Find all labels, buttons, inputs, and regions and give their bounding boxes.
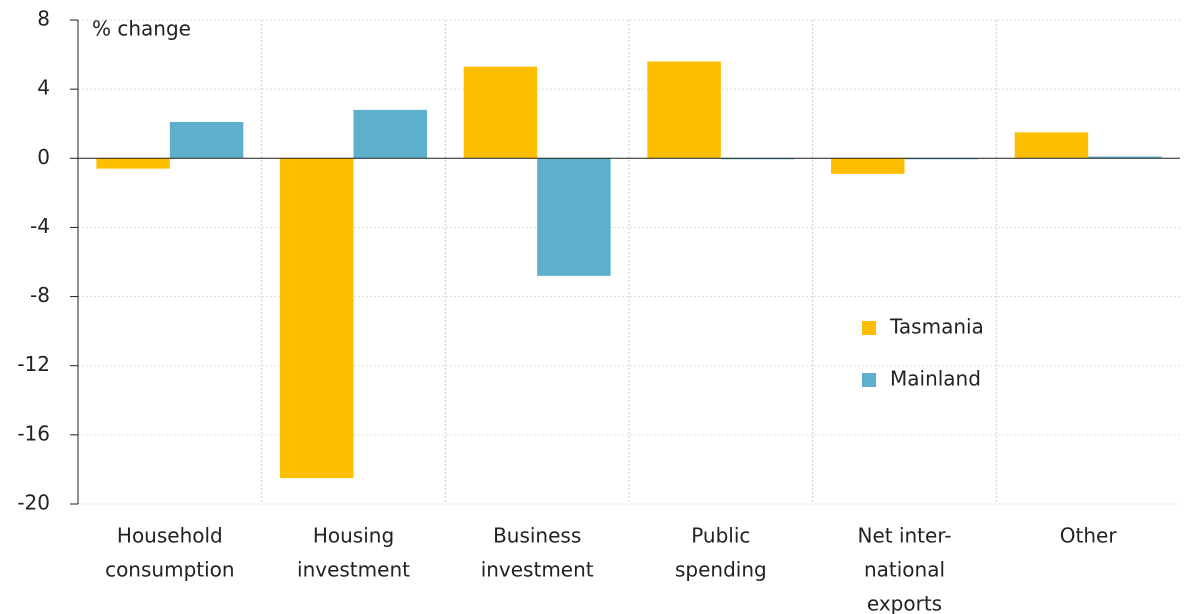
y-tick-label: -8 [30,283,50,307]
bar [537,158,611,276]
bar [647,61,721,159]
y-tick-label: 4 [37,76,50,100]
x-tick-label: Other [1060,524,1118,548]
y-tick-label: -4 [30,214,50,238]
bar [1014,132,1089,159]
x-tick-label: investment [481,558,594,582]
legend-swatch [862,321,876,335]
x-tick-label: Net inter- [857,524,951,548]
y-tick-label: -12 [17,352,50,376]
legend-label: Mainland [890,367,981,391]
bar [280,158,354,479]
x-tick-label: Public [691,524,750,548]
x-tick-label: exports [867,592,942,614]
y-tick-label: -20 [17,491,50,515]
x-tick-label: spending [675,558,767,582]
bar [1088,156,1162,159]
x-tick-label: Housing [313,524,394,548]
bar [831,158,905,174]
x-tick-label: consumption [105,558,235,582]
x-tick-label: investment [297,558,410,582]
y-tick-label: 0 [37,145,50,169]
y-axis-label: % change [92,17,191,41]
y-tick-label: 8 [37,7,50,31]
bar [96,158,170,169]
x-tick-label: national [864,558,945,582]
bar [353,109,427,159]
legend-swatch [862,373,876,387]
bar [169,121,244,159]
x-tick-label: Business [493,524,581,548]
y-tick-label: -16 [17,421,50,445]
legend-label: Tasmania [889,315,984,339]
bar [463,66,538,159]
x-tick-label: Household [117,524,223,548]
